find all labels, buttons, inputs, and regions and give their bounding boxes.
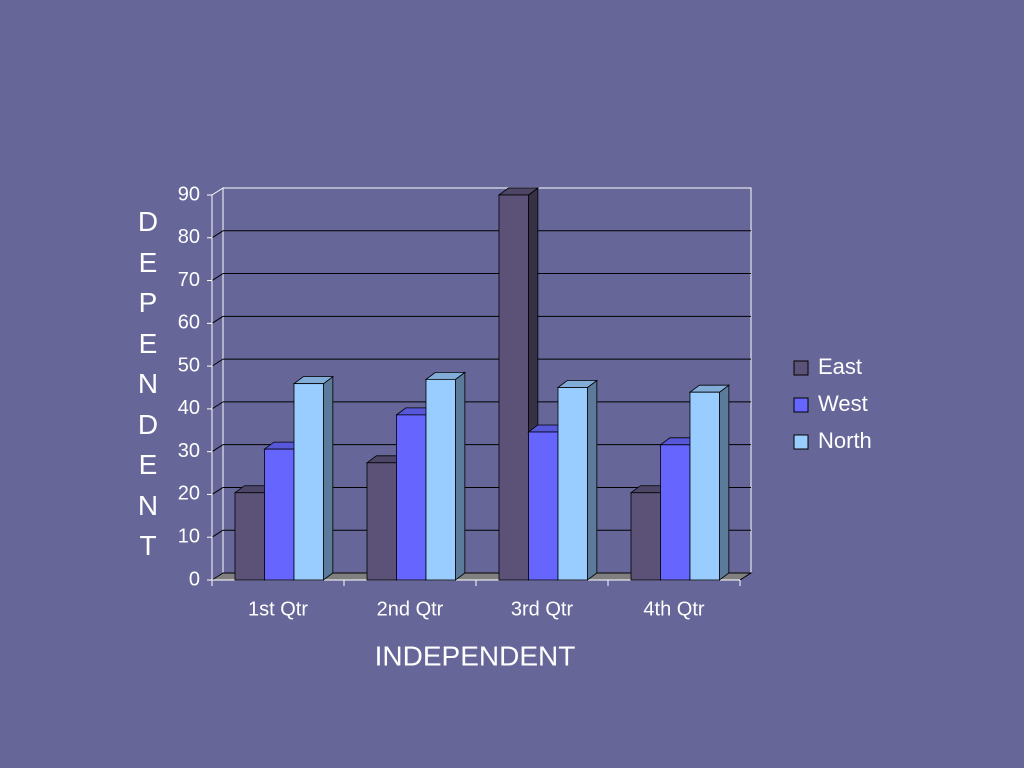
bar [293, 383, 324, 581]
legend-swatch [793, 434, 809, 450]
bar [689, 391, 720, 581]
legend-label: West [818, 391, 868, 416]
bar [366, 462, 397, 581]
x-tick-label: 1st Qtr [248, 598, 308, 620]
grid-line-side [211, 315, 224, 324]
grid-line-side [211, 230, 224, 239]
bar [660, 444, 691, 581]
grid-line-side [211, 487, 224, 495]
x-tick-label: 3rd Qtr [511, 598, 574, 620]
y-axis-label: DEPENDENT [137, 206, 159, 561]
bar [425, 378, 456, 581]
y-tick-label: 90 [178, 183, 200, 205]
bar-side [323, 375, 334, 581]
bar [396, 414, 427, 581]
y-tick-label: 80 [178, 226, 200, 248]
y-tick-label: 40 [178, 397, 200, 419]
y-tick-label: 0 [189, 568, 200, 590]
bar [557, 387, 588, 581]
y-tick-label: 70 [178, 269, 200, 291]
side-wall [211, 187, 224, 581]
y-tick-label: 10 [178, 526, 200, 548]
grid-line-side [211, 401, 224, 410]
bar [234, 492, 265, 581]
x-tick-label: 2nd Qtr [377, 598, 444, 620]
y-tick-label: 20 [178, 483, 200, 505]
legend-swatch [793, 397, 809, 413]
legend-label: North [818, 428, 872, 453]
legend-label: East [818, 354, 862, 379]
grid-line-side [211, 358, 224, 367]
bar [528, 431, 559, 581]
x-axis-label: INDEPENDENT [375, 640, 576, 671]
x-tick-label: 4th Qtr [643, 598, 704, 620]
bar-side [587, 379, 598, 581]
bar [630, 492, 661, 581]
bar-side [455, 371, 466, 581]
y-tick-label: 30 [178, 440, 200, 462]
bar-side [719, 384, 730, 581]
grid-line-side [211, 273, 224, 281]
y-tick-label: 50 [178, 354, 200, 376]
y-tick-label: 60 [178, 312, 200, 334]
legend-swatch [793, 360, 809, 376]
bar [264, 448, 295, 581]
bar [498, 194, 529, 581]
grid-line-side [211, 529, 224, 538]
grid-line-side [211, 444, 224, 453]
